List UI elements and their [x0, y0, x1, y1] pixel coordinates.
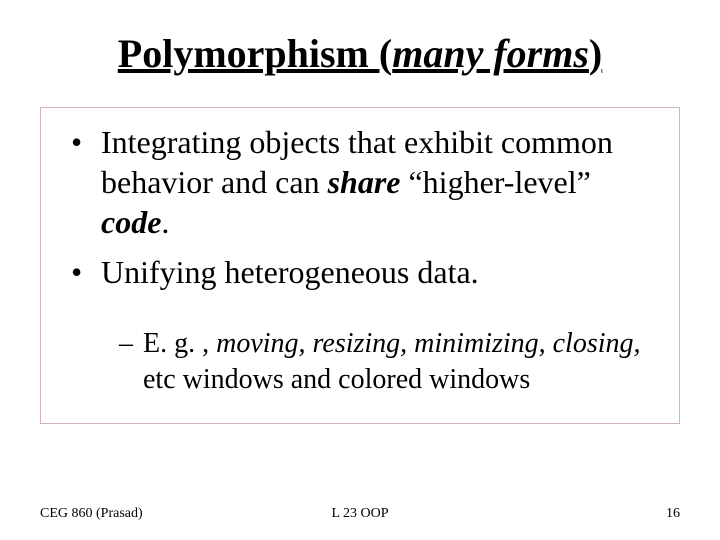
sub-prefix: E. g. ,: [143, 328, 216, 359]
bullet-item: Integrating objects that exhibit common …: [81, 122, 661, 242]
sub-italic: moving, resizing, minimizing, closing,: [216, 328, 640, 359]
content-box: Integrating objects that exhibit common …: [40, 107, 680, 424]
bullet-item: Unifying heterogeneous data.: [81, 252, 661, 292]
footer-center: L 23 OOP: [331, 506, 388, 522]
sub-bullet-item: E. g. , moving, resizing, minimizing, cl…: [119, 326, 661, 399]
title-word1: Polymorphism: [118, 31, 379, 76]
bullet-bold: share: [328, 164, 401, 200]
footer-right: 16: [666, 506, 680, 522]
bullet-text: Unifying heterogeneous data.: [101, 254, 479, 290]
bullet-text: .: [161, 204, 169, 240]
bullet-bold: code: [101, 204, 161, 240]
slide: Polymorphism (many forms) Integrating ob…: [0, 0, 720, 540]
sub-bullet-list: E. g. , moving, resizing, minimizing, cl…: [59, 326, 661, 399]
title-paren-close: ): [589, 31, 602, 76]
footer-left: CEG 860 (Prasad): [40, 506, 143, 522]
sub-suffix: etc windows and colored windows: [143, 364, 530, 395]
bullet-text: “higher-level”: [400, 164, 590, 200]
footer: CEG 860 (Prasad) L 23 OOP 16: [40, 506, 680, 522]
bullet-list: Integrating objects that exhibit common …: [59, 122, 661, 292]
slide-title: Polymorphism (many forms): [40, 30, 680, 77]
title-paren-open: (: [379, 31, 392, 76]
title-italic: many forms: [392, 31, 589, 76]
